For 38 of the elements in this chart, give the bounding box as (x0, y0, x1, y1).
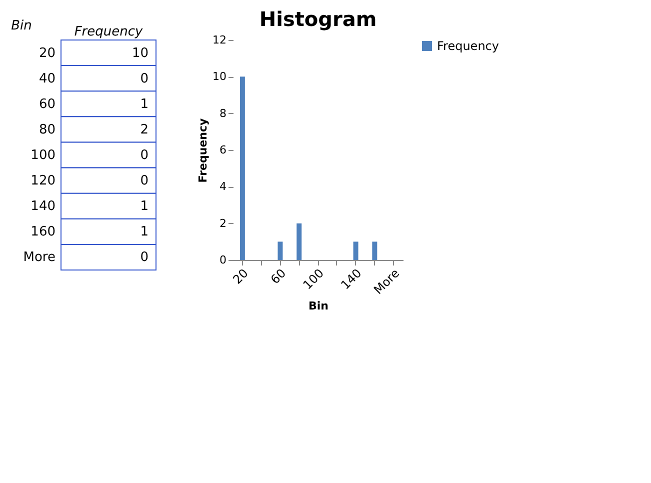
y-tick-label: 160 (30, 224, 56, 240)
y-tick-label: 6 (220, 144, 226, 156)
bar (240, 76, 245, 260)
y-tick-label: 4 (220, 180, 226, 194)
x-axis-title: Bin (308, 299, 328, 312)
y-tick-label: 100 (30, 148, 56, 163)
data-label: 0 (140, 250, 148, 266)
data-label: 0 (140, 174, 148, 189)
data-label: 1 (140, 96, 148, 112)
data-label: 10 (132, 46, 148, 61)
y-tick-label: 40 (38, 71, 56, 86)
y-tick-label: 8 (220, 106, 226, 120)
y-tick-label: 0 (220, 254, 226, 266)
chart-title: Histogram (259, 7, 377, 31)
legend-label: Frequency (437, 39, 499, 53)
y-tick-label: More (23, 250, 56, 266)
data-label: 1 (140, 199, 148, 214)
data-label: 2 (140, 122, 148, 138)
x-tick-label: 140 (338, 266, 364, 292)
bar (372, 242, 378, 260)
y-axis-title: Bin (11, 18, 32, 34)
x-tick-label: 100 (300, 266, 326, 292)
x-tick-label: 60 (268, 266, 289, 287)
y-tick-label: 10 (212, 70, 226, 84)
y-tick-label: 60 (38, 96, 56, 112)
data-label: 0 (140, 148, 148, 163)
y-axis-title: Frequency (196, 118, 210, 183)
y-tick-label: 2 (220, 216, 226, 230)
y-tick-label: 120 (30, 174, 56, 189)
data-label: 0 (140, 71, 148, 86)
y-tick-label: 12 (212, 34, 226, 46)
bar (353, 242, 358, 260)
y-tick-label: 80 (38, 122, 56, 138)
y-tick-label: 140 (30, 199, 56, 214)
bar (278, 242, 283, 260)
data-label: 1 (140, 224, 148, 240)
y-tick-label: 20 (38, 46, 56, 61)
bar (296, 223, 302, 260)
